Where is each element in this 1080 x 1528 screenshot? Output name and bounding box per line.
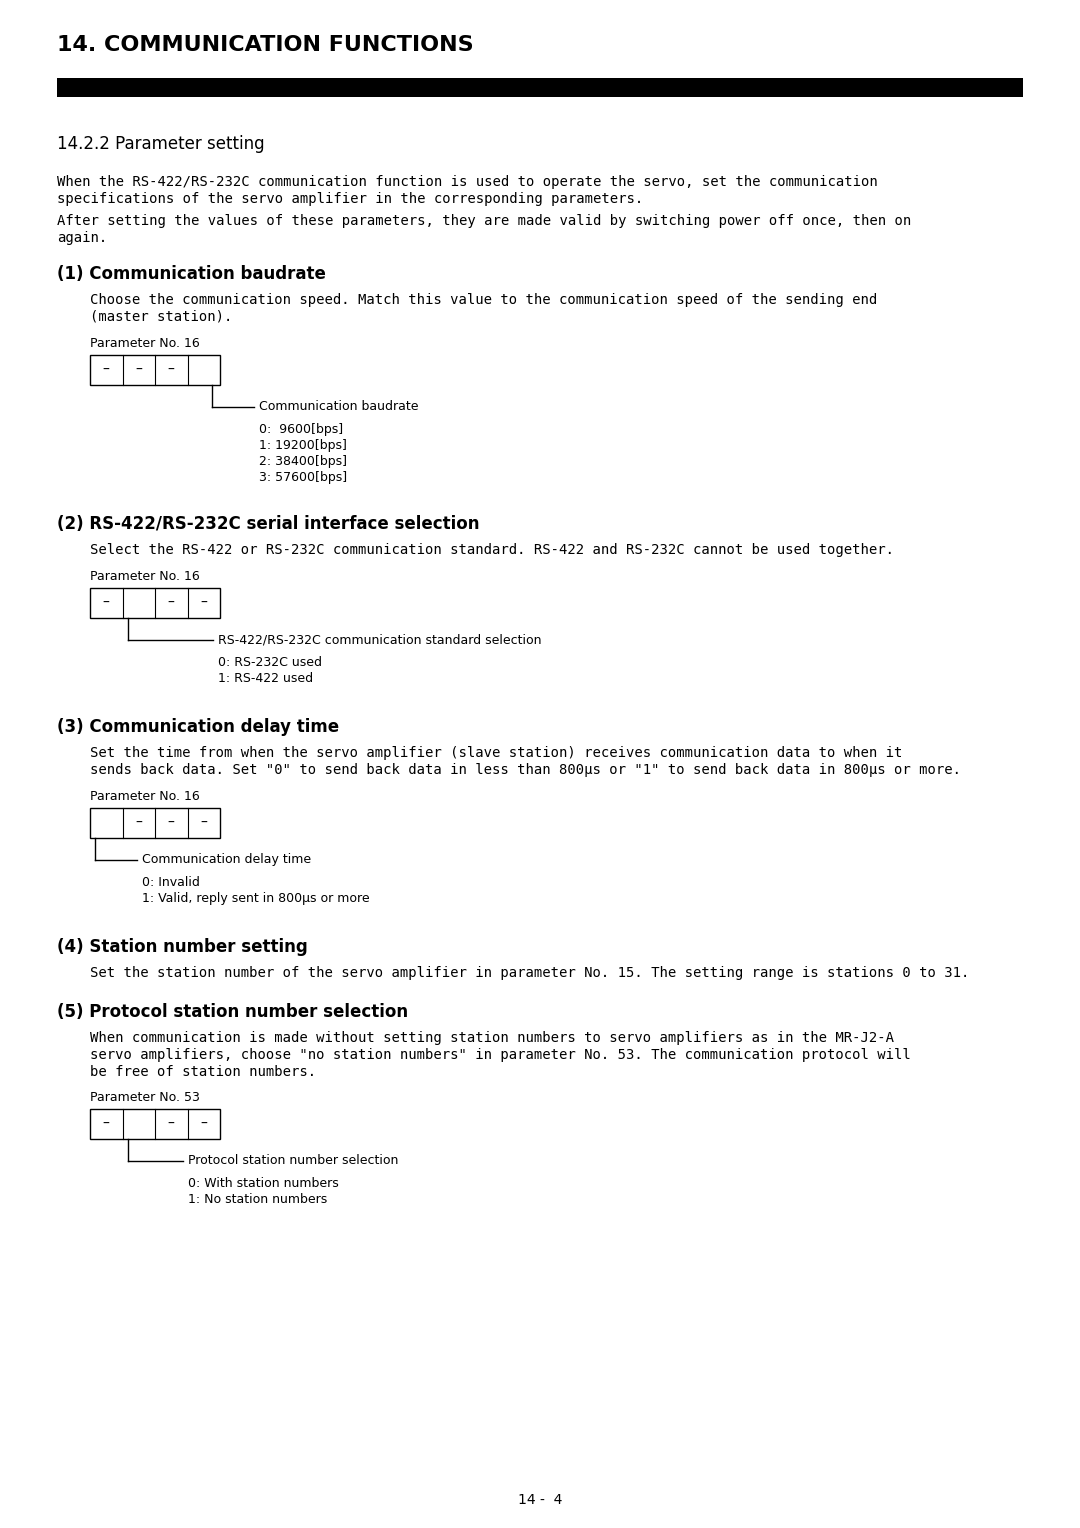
Text: Parameter No. 16: Parameter No. 16 xyxy=(90,570,200,584)
Text: 3: 57600[bps]: 3: 57600[bps] xyxy=(259,471,347,484)
Text: Communication delay time: Communication delay time xyxy=(141,854,311,866)
Text: –: – xyxy=(103,364,110,377)
Text: (5) Protocol station number selection: (5) Protocol station number selection xyxy=(57,1002,408,1021)
Text: Parameter No. 16: Parameter No. 16 xyxy=(90,790,200,804)
Text: (master station).: (master station). xyxy=(90,310,232,324)
Text: When communication is made without setting station numbers to servo amplifiers a: When communication is made without setti… xyxy=(90,1031,894,1045)
Text: again.: again. xyxy=(57,231,107,244)
Text: 0: RS-232C used: 0: RS-232C used xyxy=(217,656,322,669)
Bar xyxy=(90,1109,220,1138)
Text: After setting the values of these parameters, they are made valid by switching p: After setting the values of these parame… xyxy=(57,214,912,228)
Text: –: – xyxy=(200,596,207,610)
Text: –: – xyxy=(135,364,143,377)
Text: (1) Communication baudrate: (1) Communication baudrate xyxy=(57,264,326,283)
Text: –: – xyxy=(200,816,207,830)
Text: When the RS-422/RS-232C communication function is used to operate the servo, set: When the RS-422/RS-232C communication fu… xyxy=(57,176,878,189)
Bar xyxy=(90,588,220,617)
Text: (2) RS-422/RS-232C serial interface selection: (2) RS-422/RS-232C serial interface sele… xyxy=(57,515,480,533)
Text: –: – xyxy=(167,1117,175,1131)
Text: 14 -  4: 14 - 4 xyxy=(517,1493,563,1507)
Text: –: – xyxy=(135,816,143,830)
Text: specifications of the servo amplifier in the corresponding parameters.: specifications of the servo amplifier in… xyxy=(57,193,644,206)
Text: 2: 38400[bps]: 2: 38400[bps] xyxy=(259,455,347,468)
Text: 0: Invalid: 0: Invalid xyxy=(141,876,200,889)
Text: Set the station number of the servo amplifier in parameter No. 15. The setting r: Set the station number of the servo ampl… xyxy=(90,966,970,979)
Text: –: – xyxy=(167,596,175,610)
Text: Communication baudrate: Communication baudrate xyxy=(259,400,419,414)
Text: 1: Valid, reply sent in 800μs or more: 1: Valid, reply sent in 800μs or more xyxy=(141,892,369,905)
Bar xyxy=(90,354,220,385)
Text: be free of station numbers.: be free of station numbers. xyxy=(90,1065,316,1079)
Text: sends back data. Set "0" to send back data in less than 800μs or "1" to send bac: sends back data. Set "0" to send back da… xyxy=(90,762,961,778)
Text: Choose the communication speed. Match this value to the communication speed of t: Choose the communication speed. Match th… xyxy=(90,293,877,307)
Text: (3) Communication delay time: (3) Communication delay time xyxy=(57,718,339,736)
Text: 1: 19200[bps]: 1: 19200[bps] xyxy=(259,439,347,452)
Text: –: – xyxy=(103,1117,110,1131)
Text: 1: RS-422 used: 1: RS-422 used xyxy=(217,672,312,685)
Text: Select the RS-422 or RS-232C communication standard. RS-422 and RS-232C cannot b: Select the RS-422 or RS-232C communicati… xyxy=(90,542,894,558)
Text: (4) Station number setting: (4) Station number setting xyxy=(57,938,308,957)
Text: –: – xyxy=(103,596,110,610)
Text: 0:  9600[bps]: 0: 9600[bps] xyxy=(259,423,343,435)
Text: 14. COMMUNICATION FUNCTIONS: 14. COMMUNICATION FUNCTIONS xyxy=(57,35,474,55)
Text: Parameter No. 53: Parameter No. 53 xyxy=(90,1091,200,1105)
Text: –: – xyxy=(167,816,175,830)
Text: Parameter No. 16: Parameter No. 16 xyxy=(90,338,200,350)
Text: RS-422/RS-232C communication standard selection: RS-422/RS-232C communication standard se… xyxy=(217,634,541,646)
Text: –: – xyxy=(200,1117,207,1131)
Bar xyxy=(90,808,220,837)
Text: Set the time from when the servo amplifier (slave station) receives communicatio: Set the time from when the servo amplifi… xyxy=(90,746,903,759)
Text: 0: With station numbers: 0: With station numbers xyxy=(188,1177,338,1190)
Text: –: – xyxy=(167,364,175,377)
Text: 1: No station numbers: 1: No station numbers xyxy=(188,1193,327,1206)
Text: servo amplifiers, choose "no station numbers" in parameter No. 53. The communica: servo amplifiers, choose "no station num… xyxy=(90,1048,910,1062)
Text: Protocol station number selection: Protocol station number selection xyxy=(188,1155,397,1167)
Bar xyxy=(57,78,1023,96)
Text: 14.2.2 Parameter setting: 14.2.2 Parameter setting xyxy=(57,134,265,153)
